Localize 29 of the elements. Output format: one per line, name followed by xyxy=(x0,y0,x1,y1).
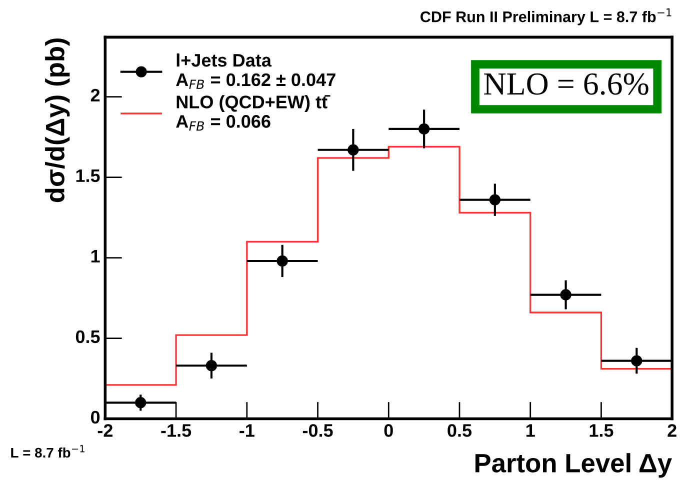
annotation: NLO = 6.6% xyxy=(484,73,648,95)
x-tick-label: -0.5 xyxy=(302,424,333,437)
y-tick-label: 1.5 xyxy=(76,170,100,182)
x-tick-label: 1 xyxy=(526,424,535,437)
point xyxy=(135,397,146,408)
y-tick-label: 1 xyxy=(91,250,100,262)
x-axis-title: Parton Level Δy xyxy=(475,453,672,478)
text: L = 8.7 fb$^{−1}$ xyxy=(11,445,84,458)
point xyxy=(560,289,572,300)
legend-label: NLO (QCD+EW) tt̄ A$_{FB}$ = 0.066 xyxy=(176,95,330,131)
y-tick-label: 2 xyxy=(90,88,100,102)
x-tick-label: -1 xyxy=(240,424,254,437)
point xyxy=(418,123,430,135)
legend-label: l+Jets Data A$_{FB}$ = 0.162 ± 0.047 xyxy=(176,53,336,89)
x-tick-label: 0.5 xyxy=(448,424,472,437)
point xyxy=(631,355,642,366)
point xyxy=(489,194,501,206)
x-tick-label: -1.5 xyxy=(161,424,192,437)
x-tick-label: 0 xyxy=(384,424,393,437)
y-axis-title: dσ/d(Δy) (pb) xyxy=(45,38,70,202)
chart-title: CDF Run II Preliminary L = 8.7 fb$^{−1}$ xyxy=(420,8,672,26)
y-tick-label: 0 xyxy=(90,410,100,424)
x-tick-label: -2 xyxy=(98,424,112,437)
point xyxy=(206,360,218,372)
point xyxy=(276,255,288,267)
y-tick-label: 0.5 xyxy=(76,330,100,344)
point xyxy=(348,144,359,156)
x-tick-label: 2 xyxy=(668,424,676,437)
x-tick-label: 1.5 xyxy=(590,424,614,437)
